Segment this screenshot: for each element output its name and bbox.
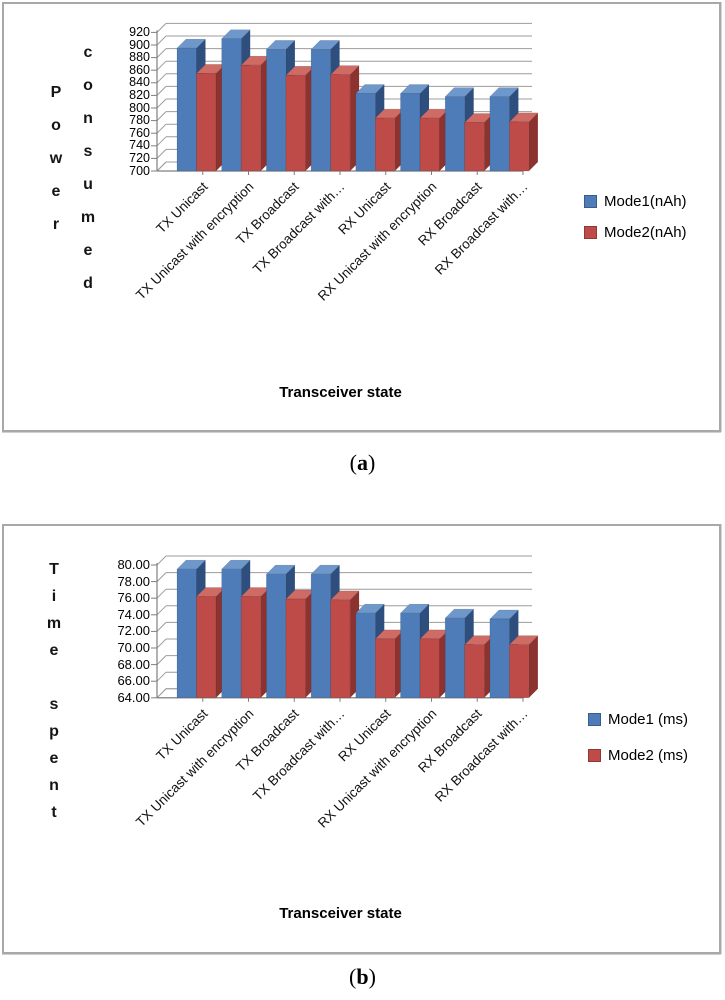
- chart-b-legend-item-mode1: Mode1 (ms): [588, 711, 688, 728]
- chart-b-legend-item-mode2: Mode2 (ms): [588, 747, 688, 764]
- chart-a-legend: Mode1(nAh) Mode2(nAh): [584, 193, 687, 241]
- chart-a-legend-item-mode2: Mode2(nAh): [584, 224, 687, 241]
- mode2-legend-swatch: [588, 749, 601, 762]
- caption-b: (b): [0, 963, 725, 991]
- mode1-legend-swatch: [584, 195, 597, 208]
- mode1-legend-label: Mode1 (ms): [608, 711, 689, 728]
- caption-a-close-paren: ): [368, 450, 376, 475]
- chart-b-x-axis-title: Transceiver state: [279, 905, 402, 922]
- caption-a-open-paren: (: [349, 450, 357, 475]
- mode2-legend-label: Mode2 (ms): [608, 747, 689, 764]
- chart-b-frame: [2, 524, 721, 954]
- chart-a-legend-item-mode1: Mode1(nAh): [584, 193, 687, 210]
- caption-b-letter: b: [356, 964, 369, 989]
- mode2-legend-swatch: [584, 226, 597, 239]
- chart-a-x-axis-title: Transceiver state: [279, 384, 402, 401]
- caption-a-letter: a: [357, 450, 368, 475]
- caption-a: (a): [0, 449, 725, 477]
- caption-b-close-paren: ): [368, 964, 376, 989]
- caption-b-open-paren: (: [349, 964, 357, 989]
- mode2-legend-label: Mode2(nAh): [604, 224, 687, 241]
- chart-b-legend: Mode1 (ms) Mode2 (ms): [588, 711, 688, 764]
- mode1-legend-swatch: [588, 713, 601, 726]
- mode1-legend-label: Mode1(nAh): [604, 193, 687, 210]
